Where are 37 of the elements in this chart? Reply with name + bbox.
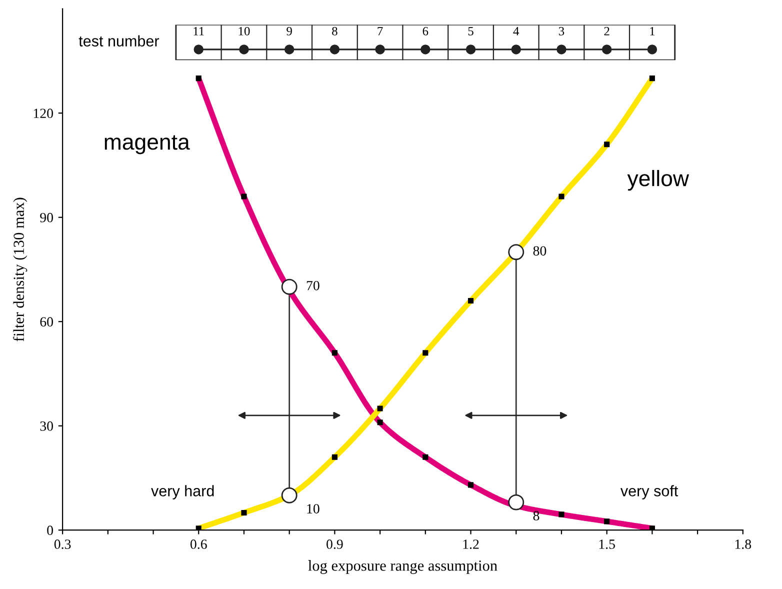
x-tick-label: 0.6 [190,540,207,549]
y-tick-label: 30 [40,421,54,431]
data-label: 8 [533,511,540,520]
y-tick-label: 0 [47,526,54,536]
annotation: magenta [104,135,190,154]
x2-tick-label: 8 [332,26,338,36]
x-axis-title: log exposure range assumption [308,560,498,574]
x2-tick-label: 1 [650,27,655,36]
point [508,244,524,260]
point [281,487,298,504]
x-tick-label: 1.2 [463,540,479,549]
data-label: 10 [307,504,320,514]
x2-tick-label: 11 [194,27,204,36]
x2-tick-label: 4 [513,27,520,36]
x2-tick-label: 6 [422,26,428,36]
x2-tick-label: 9 [286,26,292,36]
x2-tick-label: 2 [604,26,610,36]
x2-tick-label: 10 [238,26,250,36]
y-tick-label: 120 [34,108,54,118]
annotation: yellow [627,170,690,191]
y-tick-label: 60 [40,317,54,327]
point [281,278,298,295]
y-tick-label: 90 [40,212,54,222]
data-label: 80 [533,246,546,256]
x2-tick-label: 7 [378,27,383,36]
x2-tick-label: 5 [468,27,474,36]
x-tick-label: 0.9 [326,540,343,549]
x2-tick-label: 3 [558,26,564,36]
y-axis-title: filter density (130 max) [13,198,28,342]
x-tick-label: 1.8 [735,540,752,549]
point [508,494,524,510]
annotation: very hard [151,485,214,500]
x2-axis-title: test number [78,35,160,47]
annotation: very soft [620,485,678,500]
data-label: 70 [306,280,320,290]
x-tick-label: 1.5 [599,540,615,549]
x-tick-label: 0.3 [54,540,71,549]
